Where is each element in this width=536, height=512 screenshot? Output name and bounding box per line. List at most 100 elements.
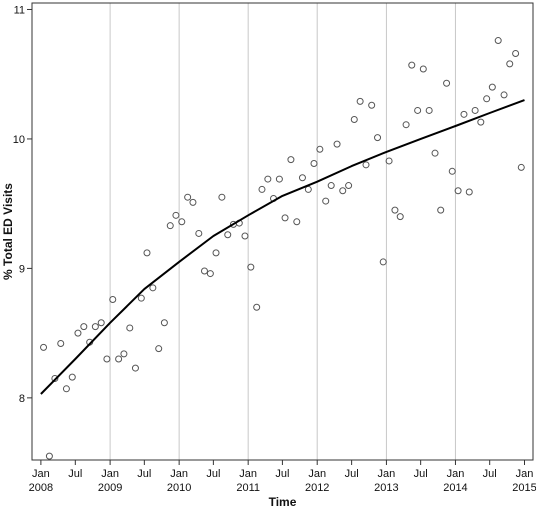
data-point (477, 118, 485, 126)
data-point (345, 182, 353, 190)
data-point (316, 145, 324, 153)
data-point (310, 160, 318, 168)
trend-line-path (40, 99, 525, 395)
data-point (454, 187, 462, 195)
data-point (264, 175, 272, 183)
x-tick-label-year: 2011 (236, 482, 260, 494)
data-point (178, 218, 186, 226)
data-point (57, 339, 65, 347)
data-point (51, 374, 59, 382)
data-point (385, 157, 393, 165)
data-point (448, 167, 456, 175)
plot-frame (31, 2, 534, 461)
data-point (74, 329, 82, 337)
data-point (206, 270, 214, 278)
data-points (40, 37, 525, 460)
y-tick-label: 9 (19, 263, 25, 275)
x-tick-label-month: Jul (206, 468, 220, 480)
data-point (488, 83, 496, 91)
x-tick-label-month: Jan (239, 468, 257, 480)
data-point (396, 213, 404, 221)
data-point (212, 249, 220, 257)
data-point (298, 174, 306, 182)
x-tick-label-month: Jan (308, 468, 326, 480)
x-axis: Jan 2008 Jul Jan 2009 Jul Jan 2010 Jul Jan 2011 Jul… (29, 460, 536, 494)
data-point (339, 187, 347, 195)
gridlines (109, 3, 456, 460)
data-point (379, 258, 387, 266)
data-point (253, 303, 261, 311)
data-point (281, 214, 289, 222)
data-point (350, 116, 358, 124)
x-tick-label-year: 2008 (29, 482, 53, 494)
data-point (91, 323, 99, 331)
data-point (241, 232, 249, 240)
data-point (512, 49, 520, 57)
x-tick-label-year: 2010 (167, 482, 191, 494)
x-tick-label-month: Jul (414, 468, 428, 480)
data-point (293, 218, 301, 226)
x-tick-label-month: Jul (68, 468, 82, 480)
y-tick-label: 10 (13, 134, 25, 146)
x-tick-label-month: Jul (345, 468, 359, 480)
data-point (68, 373, 76, 381)
data-point (172, 211, 180, 219)
data-point (218, 193, 226, 201)
x-tick-label-year: 2012 (305, 482, 329, 494)
data-point (131, 364, 139, 372)
data-point (45, 452, 53, 460)
data-point (322, 197, 330, 205)
data-point (425, 106, 433, 114)
x-tick-label-year: 2013 (374, 482, 398, 494)
data-point (62, 385, 70, 393)
y-axis-title: % Total ED Visits (1, 183, 15, 280)
x-axis-title: Time (269, 495, 297, 509)
y-axis: 8 9 10 11 (13, 4, 32, 405)
data-point (419, 65, 427, 73)
x-tick-label-month: Jul (275, 468, 289, 480)
data-point (517, 163, 525, 171)
data-point (275, 175, 283, 183)
data-point (40, 343, 48, 351)
x-tick-label-month: Jan (170, 468, 188, 480)
data-point (126, 324, 134, 332)
data-point (166, 222, 174, 230)
data-point (471, 106, 479, 114)
x-tick-label-month: Jan (101, 468, 119, 480)
data-point (109, 295, 117, 303)
data-point (200, 267, 208, 275)
x-tick-label-month: Jan (447, 468, 465, 480)
data-point (437, 206, 445, 214)
data-point (120, 350, 128, 358)
data-point (506, 60, 514, 68)
data-point (333, 140, 341, 148)
data-point (362, 161, 370, 169)
data-point (149, 284, 157, 292)
data-point (80, 323, 88, 331)
data-point (184, 193, 192, 201)
data-point (500, 91, 508, 99)
data-point (414, 106, 422, 114)
data-point (195, 229, 203, 237)
data-point (443, 79, 451, 87)
data-point (287, 156, 295, 164)
data-point (143, 249, 151, 257)
data-point (483, 95, 491, 103)
x-tick-label-month: Jul (483, 468, 497, 480)
data-point (368, 101, 376, 109)
data-point (374, 134, 382, 142)
data-point (494, 37, 502, 45)
data-point (103, 355, 111, 363)
trend-line (40, 99, 525, 395)
x-tick-label-year: 2014 (443, 482, 467, 494)
data-point (247, 263, 255, 271)
x-tick-label-month: Jan (32, 468, 50, 480)
data-point (160, 319, 168, 327)
x-tick-label-month: Jul (137, 468, 151, 480)
data-point (189, 198, 197, 206)
y-tick-label: 11 (14, 4, 25, 16)
data-point (460, 110, 468, 118)
data-point (327, 182, 335, 190)
data-point (224, 231, 232, 239)
